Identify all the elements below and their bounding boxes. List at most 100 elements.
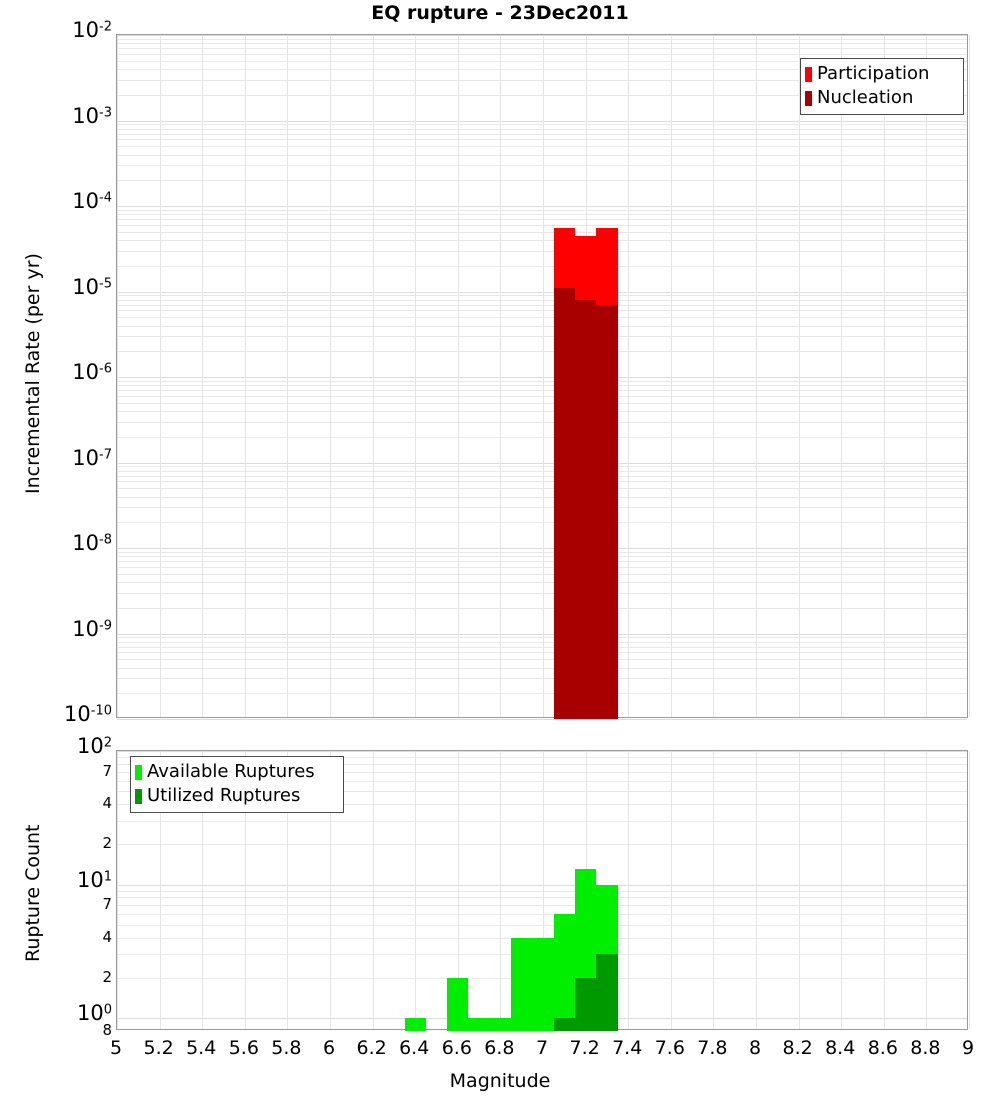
gridline	[117, 488, 967, 490]
gridline-vertical	[926, 751, 928, 1029]
bar-available-ruptures	[447, 977, 469, 1031]
y-minor-tick-label: 4	[102, 794, 112, 813]
bar-available-ruptures	[468, 1018, 490, 1031]
gridline	[117, 582, 967, 584]
gridline-vertical	[628, 35, 630, 717]
gridline	[117, 380, 967, 382]
y-tick-label: 10-7	[72, 445, 112, 470]
y-tick-label: 10-8	[72, 531, 112, 555]
gridline	[117, 897, 967, 899]
y-tick-label: 10-3	[72, 103, 112, 128]
legend-item: Utilized Ruptures	[135, 784, 337, 808]
gridline	[117, 641, 967, 643]
legend-label: Available Ruptures	[147, 761, 315, 782]
incremental-rate-plot	[116, 34, 970, 720]
gridline-vertical	[202, 751, 204, 1029]
gridline-vertical	[244, 35, 246, 717]
gridline-vertical	[415, 751, 417, 1029]
y-minor-tick-label: 2	[102, 967, 112, 986]
gridline	[117, 317, 967, 319]
y-tick-label: 10-5	[72, 274, 112, 299]
gridline-vertical	[117, 751, 118, 1029]
gridline-vertical	[500, 35, 502, 717]
gridline	[117, 385, 967, 387]
gridline	[117, 496, 967, 498]
gridline	[117, 771, 967, 773]
upper-legend: Participation Nucleation	[800, 58, 964, 115]
gridline	[117, 607, 967, 609]
y-minor-tick-label: 7	[102, 761, 112, 780]
gridline-vertical	[841, 751, 843, 1029]
gridline	[117, 304, 967, 306]
gridline-vertical	[159, 751, 161, 1029]
gridline-vertical	[670, 751, 672, 1029]
gridline	[117, 693, 967, 695]
gridline-vertical	[756, 35, 757, 717]
gridline	[117, 133, 967, 135]
legend-swatch-icon	[805, 66, 812, 82]
gridline-vertical	[372, 751, 374, 1029]
gridline	[117, 667, 967, 669]
gridline	[117, 411, 967, 413]
gridline-vertical	[883, 35, 885, 717]
gridline	[117, 924, 967, 926]
gridline-vertical	[756, 751, 757, 1029]
gridline	[117, 633, 967, 635]
gridline-vertical	[713, 35, 715, 717]
gridline	[117, 884, 967, 886]
gridline	[117, 548, 967, 549]
x-tick-label: 9	[961, 1037, 975, 1059]
gridline	[117, 719, 967, 720]
gridline-vertical	[287, 751, 289, 1029]
x-tick-label: 8	[748, 1037, 762, 1059]
gridline	[117, 154, 967, 156]
x-tick-label: 8.2	[782, 1037, 813, 1059]
gridline	[117, 395, 967, 397]
y-minor-tick-label: 4	[102, 927, 112, 946]
gridline	[117, 659, 967, 661]
gridline	[117, 421, 967, 423]
y-tick-label: 101	[76, 867, 112, 892]
gridline-vertical	[713, 751, 715, 1029]
legend-item: Nucleation	[805, 86, 957, 110]
gridline-vertical	[117, 35, 118, 717]
gridline	[117, 250, 967, 252]
gridline	[117, 780, 967, 782]
legend-swatch-icon	[135, 788, 142, 804]
gridline-vertical	[202, 35, 204, 717]
y-minor-tick-label: 2	[102, 834, 112, 853]
gridline	[117, 206, 967, 207]
bar-nucleation	[574, 299, 597, 719]
lower-legend: Available Ruptures Utilized Ruptures	[130, 756, 344, 813]
gridline-vertical	[457, 751, 459, 1029]
gridline	[117, 224, 967, 226]
gridline-vertical	[798, 35, 800, 717]
legend-swatch-icon	[805, 90, 812, 106]
gridline	[117, 566, 967, 568]
bar-utilized-ruptures	[553, 1018, 575, 1031]
gridline	[117, 905, 967, 907]
x-tick-label: 8.8	[910, 1037, 941, 1059]
x-axis-title: Magnitude	[449, 1070, 551, 1092]
x-tick-label: 5	[109, 1037, 123, 1059]
gridline	[117, 551, 967, 553]
gridline-vertical	[798, 751, 800, 1029]
y-tick-label: 10-4	[72, 189, 112, 213]
bar-nucleation	[596, 304, 618, 719]
gridline	[117, 336, 967, 338]
y-tick-label: 10-6	[72, 360, 112, 384]
gridline	[117, 470, 967, 472]
gridline	[117, 791, 967, 793]
legend-swatch-icon	[135, 764, 142, 780]
gridline-vertical	[926, 35, 928, 717]
gridline	[117, 475, 967, 477]
gridline-vertical	[372, 35, 374, 717]
gridline-vertical	[457, 35, 459, 717]
gridline	[117, 390, 967, 392]
x-tick-label: 6.8	[484, 1037, 515, 1059]
gridline	[117, 219, 967, 221]
gridline	[117, 265, 967, 267]
gridline	[117, 573, 967, 575]
y-tick-label: 100	[76, 1001, 112, 1026]
